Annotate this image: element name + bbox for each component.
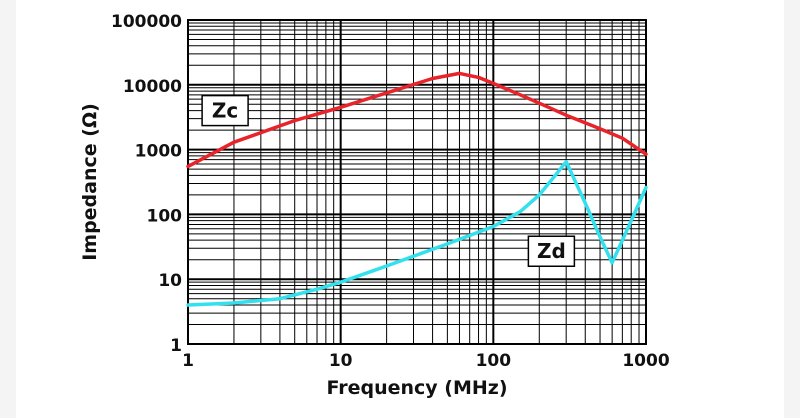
y-tick-label: 1000 [135,142,182,162]
x-tick-label: 1000 [622,351,669,371]
plot-border [187,19,647,345]
y-tick-label: 100000 [111,12,182,32]
x-tick-label: 100 [476,351,512,371]
annotation-layer: Zc Zd [201,94,576,267]
impedance-chart: Zc Zd 1 10 100 1000 1 10 100 1000 10000 100000 Fr… [79,12,670,399]
x-tick-label: 1 [182,351,194,371]
y-axis-title: Impedance (Ω) [79,103,101,261]
series-label-text: Zd [537,239,566,263]
major-gridlines [188,20,646,344]
y-tick-label: 1 [170,336,182,356]
series-label-text: Zc [212,99,238,123]
series-line-zd [186,159,648,307]
series-label-zc: Zc [201,94,249,127]
series-label-box [201,94,249,127]
y-tick-label: 100 [147,206,183,226]
x-axis-title: Frequency (MHz) [326,377,507,399]
series-label-zd: Zd [527,235,576,267]
series-layer [186,71,648,307]
chart-card: Zc Zd 1 10 100 1000 1 10 100 1000 10000 100000 Fr… [16,0,784,418]
x-tick-labels: 1 10 100 1000 [182,351,670,371]
series-label-box [527,235,576,267]
y-tick-label: 10 [158,271,182,291]
series-line-zc [186,71,648,169]
y-tick-label: 10000 [123,77,182,97]
x-tick-label: 10 [329,351,353,371]
y-tick-labels: 1 10 100 1000 10000 100000 [111,12,182,356]
